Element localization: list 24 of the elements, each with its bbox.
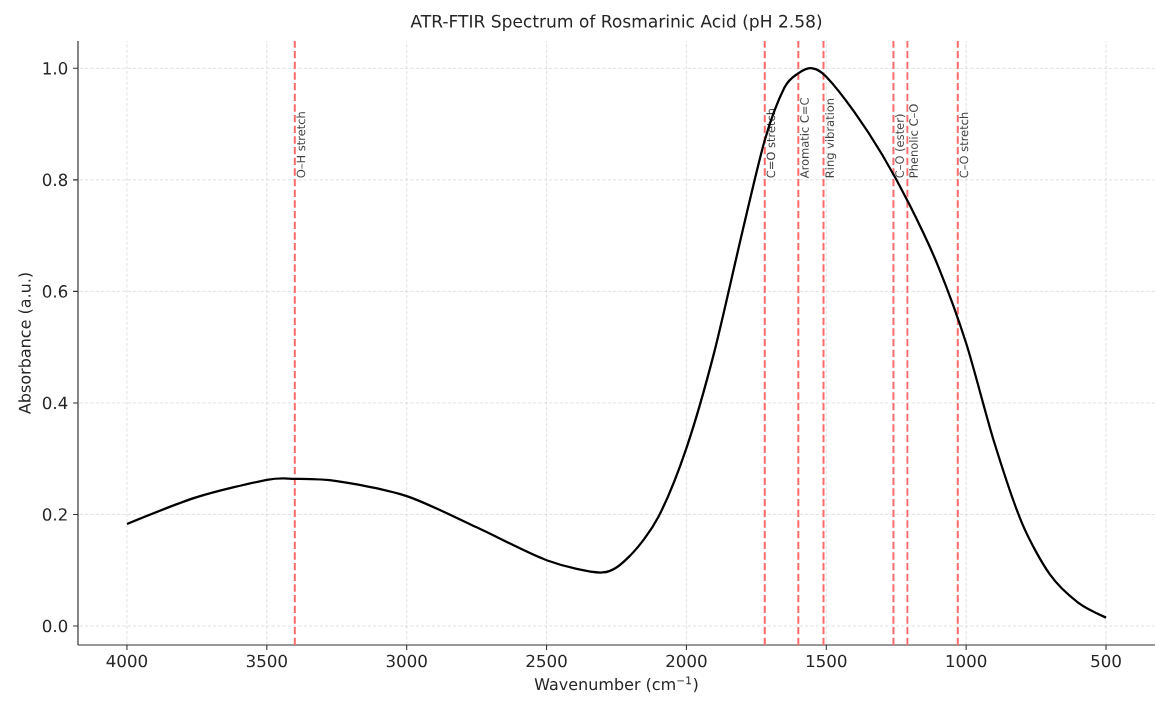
x-tick-label: 2500 [526, 654, 567, 668]
y-tick-label: 1.0 [43, 62, 68, 75]
x-axis-title: Wavenumber (cm$^{−1}$) [534, 676, 698, 693]
x-tick-label: 3500 [246, 654, 287, 668]
ref-line-label: Aromatic C=C [799, 98, 809, 179]
chart-title: ATR-FTIR Spectrum of Rosmarinic Acid (pH 2.58) [410, 14, 822, 31]
x-tick-label: 4000 [106, 654, 148, 668]
x-tick-label: 3000 [386, 654, 427, 668]
y-tick-label: 0.0 [42, 619, 68, 633]
x-tick-label: 2000 [666, 654, 707, 668]
y-tick-label: 0.4 [42, 396, 68, 410]
y-tick-label: 0.6 [42, 285, 68, 298]
y-tick-label: 0.8 [42, 173, 68, 187]
line-series [125, 67, 1108, 619]
ref-line-label: Phenolic C–O [909, 104, 918, 178]
x-tick-label: 1500 [806, 654, 847, 668]
x-tick-label: 500 [1091, 654, 1121, 668]
y-tick-label: 0.2 [42, 508, 67, 521]
ref-line-label: O–H stretch [296, 112, 306, 178]
ref-line-label: Ring vibration [825, 98, 837, 178]
ref-line-label: C–O (ester) [895, 114, 906, 178]
y-axis-title: Absorbance (a.u.) [18, 273, 33, 414]
ref-line-label: C–O stretch [959, 112, 969, 178]
x-tick-label: 1000 [946, 654, 987, 668]
